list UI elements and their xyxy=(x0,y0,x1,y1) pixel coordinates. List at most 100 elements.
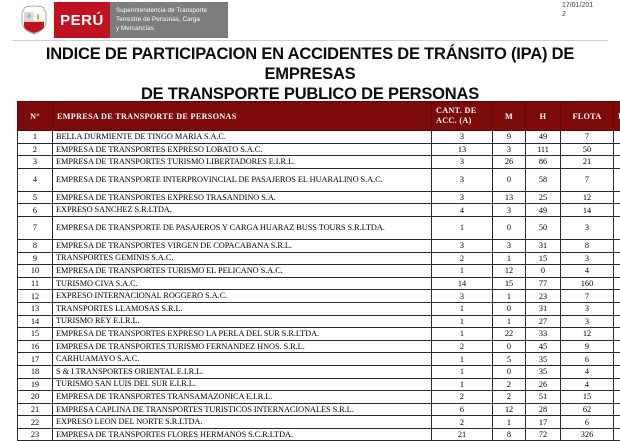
peru-wordmark: PERÚ xyxy=(54,2,110,38)
cell-empresa: EMPRESA DE TRANSPORTES FLORES HERMANOS S… xyxy=(53,428,432,441)
cell-num: 1 xyxy=(18,131,53,144)
table-header-row: N° EMPRESA DE TRANSPORTE DE PERSONAS CAN… xyxy=(18,102,620,131)
cell-cant-acc: 14 xyxy=(432,277,493,290)
cell-cant-acc: 3 xyxy=(432,191,493,204)
cell-m: 12 xyxy=(493,265,526,278)
cell-m: 15 xyxy=(493,277,526,290)
cell-ipa: 10.00 xyxy=(614,340,620,353)
cell-flota: 160 xyxy=(561,277,614,290)
cell-ipa: 10.33 xyxy=(614,315,620,328)
column-header-cant-acc: CANT. DE ACC. (A) xyxy=(432,102,493,131)
cell-ipa: 31.98 xyxy=(614,143,620,156)
cell-ipa: 12.00 xyxy=(614,265,620,278)
cell-cant-acc: 1 xyxy=(432,365,493,378)
cell-cant-acc: 3 xyxy=(432,168,493,191)
cell-empresa: EXPRESO SANCHEZ S.R.LTDA. xyxy=(53,204,432,217)
peru-coat-of-arms-icon xyxy=(14,2,54,38)
cell-m: 26 xyxy=(493,156,526,169)
institutional-banner: PERÚ Superintendencia de Transporte Terr… xyxy=(0,0,620,40)
cell-empresa: EMPRESA DE TRANSPORTE INTERPROVINCIAL DE… xyxy=(53,168,432,191)
report-title-line-1: INDICE DE PARTICIPACION EN ACCIDENTES DE… xyxy=(0,44,620,84)
cell-m: 2 xyxy=(493,391,526,404)
cell-ipa: 12.67 xyxy=(614,252,620,265)
cell-cant-acc: 1 xyxy=(432,302,493,315)
cell-empresa: EXPRESO INTERNACIONAL ROGGERO S.A.C. xyxy=(53,290,432,303)
cell-num: 17 xyxy=(18,353,53,366)
agency-name-line-2: Terrestre de Personas, Carga xyxy=(116,16,222,25)
column-header-h: H xyxy=(526,102,561,131)
cell-cant-acc: 2 xyxy=(432,340,493,353)
cell-num: 22 xyxy=(18,416,53,429)
agency-name-block: Superintendencia de Transporte Terrestre… xyxy=(110,2,228,38)
cell-flota: 6 xyxy=(561,353,614,366)
cell-m: 1 xyxy=(493,290,526,303)
banner-divider xyxy=(12,40,608,41)
cell-m: 3 xyxy=(493,204,526,217)
cell-ipa: 27.14 xyxy=(614,156,620,169)
cell-flota: 7 xyxy=(561,168,614,191)
column-header-num: N° xyxy=(18,102,53,131)
agency-name-line-1: Superintendencia de Transporte xyxy=(116,7,222,16)
cell-num: 8 xyxy=(18,239,53,252)
cell-num: 4 xyxy=(18,168,53,191)
cell-h: 49 xyxy=(526,204,561,217)
cell-h: 27 xyxy=(526,315,561,328)
cell-num: 9 xyxy=(18,252,53,265)
cell-m: 5 xyxy=(493,353,526,366)
cell-empresa: CARHUAMAYO S.A.C. xyxy=(53,353,432,366)
cell-empresa: EMPRESA DE TRANSPORTES TURISMO FERNANDEZ… xyxy=(53,340,432,353)
cell-h: 45 xyxy=(526,340,561,353)
cell-cant-acc: 13 xyxy=(432,143,493,156)
cell-cant-acc: 6 xyxy=(432,403,493,416)
cell-ipa: 10.08 xyxy=(614,328,620,341)
cell-m: 3 xyxy=(493,239,526,252)
cell-m: 0 xyxy=(493,365,526,378)
cell-cant-acc: 21 xyxy=(432,428,493,441)
cell-ipa: 8.50 xyxy=(614,378,620,391)
cell-cant-acc: 2 xyxy=(432,416,493,429)
cell-empresa: TURISMO REY E.I.R.L. xyxy=(53,315,432,328)
cell-h: 72 xyxy=(526,428,561,441)
cell-m: 8 xyxy=(493,428,526,441)
cell-ipa: 17.43 xyxy=(614,204,620,217)
cell-num: 21 xyxy=(18,403,53,416)
cell-cant-acc: 2 xyxy=(432,252,493,265)
cell-empresa: EMPRESA DE TRANSPORTES EXPRESO LOBATO S.… xyxy=(53,143,432,156)
cell-flota: 50 xyxy=(561,143,614,156)
cell-num: 12 xyxy=(18,290,53,303)
cell-num: 23 xyxy=(18,428,53,441)
cell-num: 18 xyxy=(18,365,53,378)
cell-m: 1 xyxy=(493,315,526,328)
cell-empresa: TURISMO SAN LUIS DEL SUR E.I.R.L. xyxy=(53,378,432,391)
cell-flota: 6 xyxy=(561,416,614,429)
cell-cant-acc: 1 xyxy=(432,353,493,366)
cell-num: 11 xyxy=(18,277,53,290)
cell-cant-acc: 3 xyxy=(432,131,493,144)
cell-h: 28 xyxy=(526,403,561,416)
cell-empresa: EMPRESA DE TRANSPORTES TURISMO EL PELICA… xyxy=(53,265,432,278)
cell-h: 50 xyxy=(526,216,561,239)
